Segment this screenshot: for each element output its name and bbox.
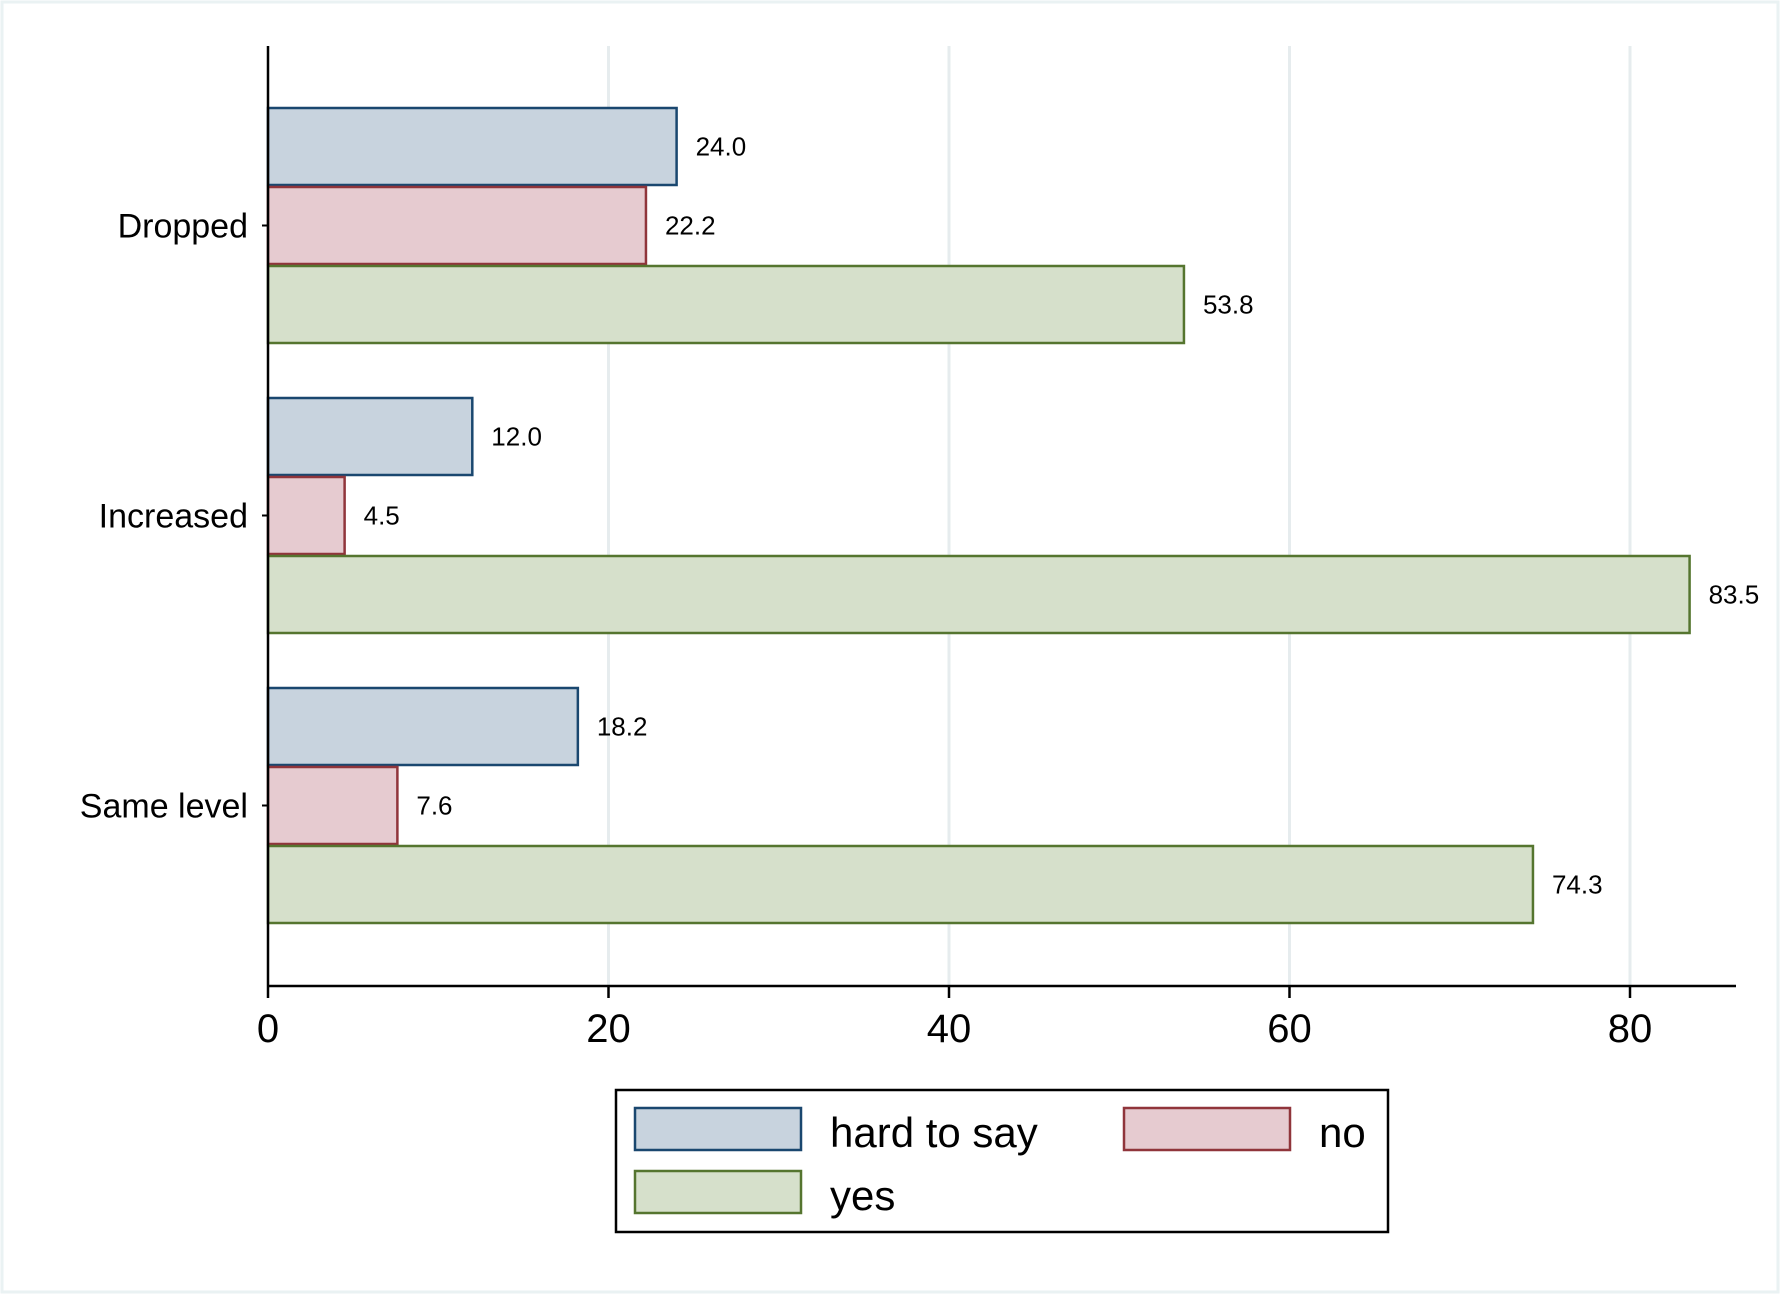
data-label-yes-same-level: 74.3 — [1552, 870, 1603, 900]
bar-hard-to-say-dropped — [266, 106, 678, 187]
bar-no-increased — [266, 475, 346, 556]
x-tick-label-0: 0 — [257, 1007, 279, 1051]
x-tick-label-80: 80 — [1608, 1007, 1653, 1051]
data-label-yes-increased: 83.5 — [1709, 580, 1760, 610]
data-label-no-dropped: 22.2 — [665, 211, 716, 241]
data-label-hard-to-say-same-level: 18.2 — [597, 712, 648, 742]
legend-label-hard-to-say: hard to say — [830, 1109, 1038, 1156]
category-group-increased: 12.0 4.5 83.5 — [266, 396, 1760, 635]
x-tick-label-20: 20 — [586, 1007, 631, 1051]
bar-hard-to-say-same-level — [266, 686, 580, 767]
legend-label-no: no — [1319, 1109, 1366, 1156]
legend-swatch-no — [1122, 1106, 1292, 1152]
data-label-hard-to-say-dropped: 24.0 — [696, 132, 747, 162]
y-tick-label-same-level: Same level — [80, 788, 248, 826]
bars: 24.0 22.2 53.8 12.0 4.5 83.5 18.2 7.6 74.3 — [266, 106, 1760, 925]
bar-yes-increased — [266, 554, 1691, 635]
x-tick-label-60: 60 — [1267, 1007, 1312, 1051]
bar-yes-same-level — [266, 844, 1535, 925]
x-tick-label-40: 40 — [927, 1007, 972, 1051]
data-label-no-same-level: 7.6 — [416, 791, 452, 821]
bar-yes-dropped — [266, 264, 1186, 345]
data-label-hard-to-say-increased: 12.0 — [491, 422, 542, 452]
category-group-dropped: 24.0 22.2 53.8 — [266, 106, 1254, 345]
legend-swatch-hard-to-say — [633, 1106, 803, 1152]
data-label-yes-dropped: 53.8 — [1203, 290, 1254, 320]
bar-no-dropped — [266, 185, 648, 266]
legend: hard to say no yes — [614, 1088, 1390, 1234]
bar-hard-to-say-increased — [266, 396, 474, 477]
y-tick-label-increased: Increased — [99, 498, 248, 536]
axes: Dropped Increased Same level 0 20 40 60 80 — [80, 46, 1736, 1051]
bar-no-same-level — [266, 765, 399, 846]
data-label-no-increased: 4.5 — [364, 501, 400, 531]
legend-label-yes: yes — [830, 1172, 895, 1219]
y-tick-label-dropped: Dropped — [118, 208, 248, 246]
legend-swatch-yes — [633, 1169, 803, 1215]
